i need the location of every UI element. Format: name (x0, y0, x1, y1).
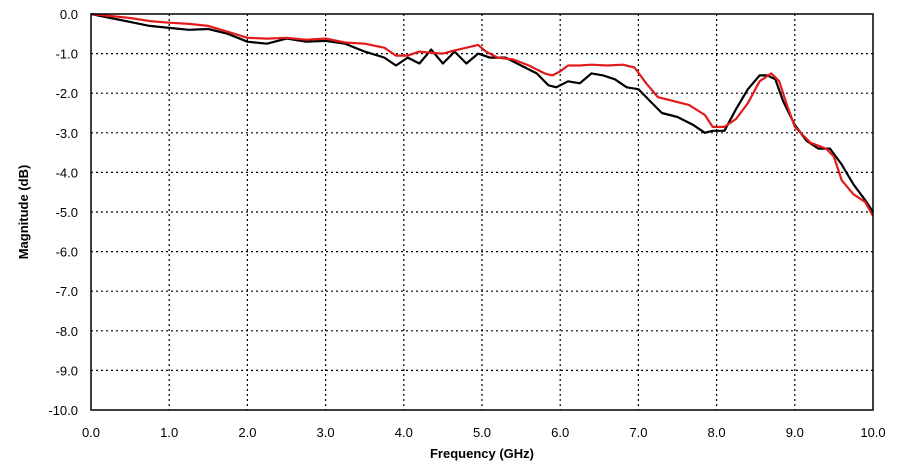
x-tick-label: 2.0 (238, 425, 256, 440)
y-tick-label: -4.0 (56, 165, 78, 180)
x-tick-label: 8.0 (708, 425, 726, 440)
x-tick-label: 4.0 (395, 425, 413, 440)
y-tick-label: -8.0 (56, 324, 78, 339)
x-tick-label: 10.0 (860, 425, 885, 440)
series-layer (90, 12, 874, 217)
y-tick-label: -10.0 (48, 403, 78, 418)
x-tick-label: 6.0 (551, 425, 569, 440)
y-tick-label: -7.0 (56, 284, 78, 299)
y-tick-label: -5.0 (56, 205, 78, 220)
x-tick-label: 0.0 (82, 425, 100, 440)
plot-area-frame (90, 13, 874, 411)
y-tick-label: -6.0 (56, 245, 78, 260)
x-tick-label: 7.0 (629, 425, 647, 440)
x-tick-label: 5.0 (473, 425, 491, 440)
y-tick-label: -2.0 (56, 86, 78, 101)
x-axis-title: Frequency (GHz) (430, 446, 534, 461)
x-tick-label: 3.0 (317, 425, 335, 440)
y-tick-label: -9.0 (56, 363, 78, 378)
x-tick-label: 1.0 (160, 425, 178, 440)
y-axis-ticks: 0.0 -1.0 -2.0 -3.0 -4.0 -5.0 -6.0 -7.0 -8.0 -9.0 -… (48, 7, 78, 418)
y-tick-label: -3.0 (56, 126, 78, 141)
grid (91, 14, 873, 410)
series-line-1 (90, 12, 874, 213)
x-axis-ticks: 0.0 1.0 2.0 3.0 4.0 5.0 6.0 7.0 8.0 9.0 10.0 (82, 425, 886, 440)
series-line-2 (90, 12, 874, 217)
x-tick-label: 9.0 (786, 425, 804, 440)
y-tick-label: -1.0 (56, 47, 78, 62)
y-tick-label: 0.0 (60, 7, 78, 22)
y-axis-title: Magnitude (dB) (16, 165, 31, 260)
